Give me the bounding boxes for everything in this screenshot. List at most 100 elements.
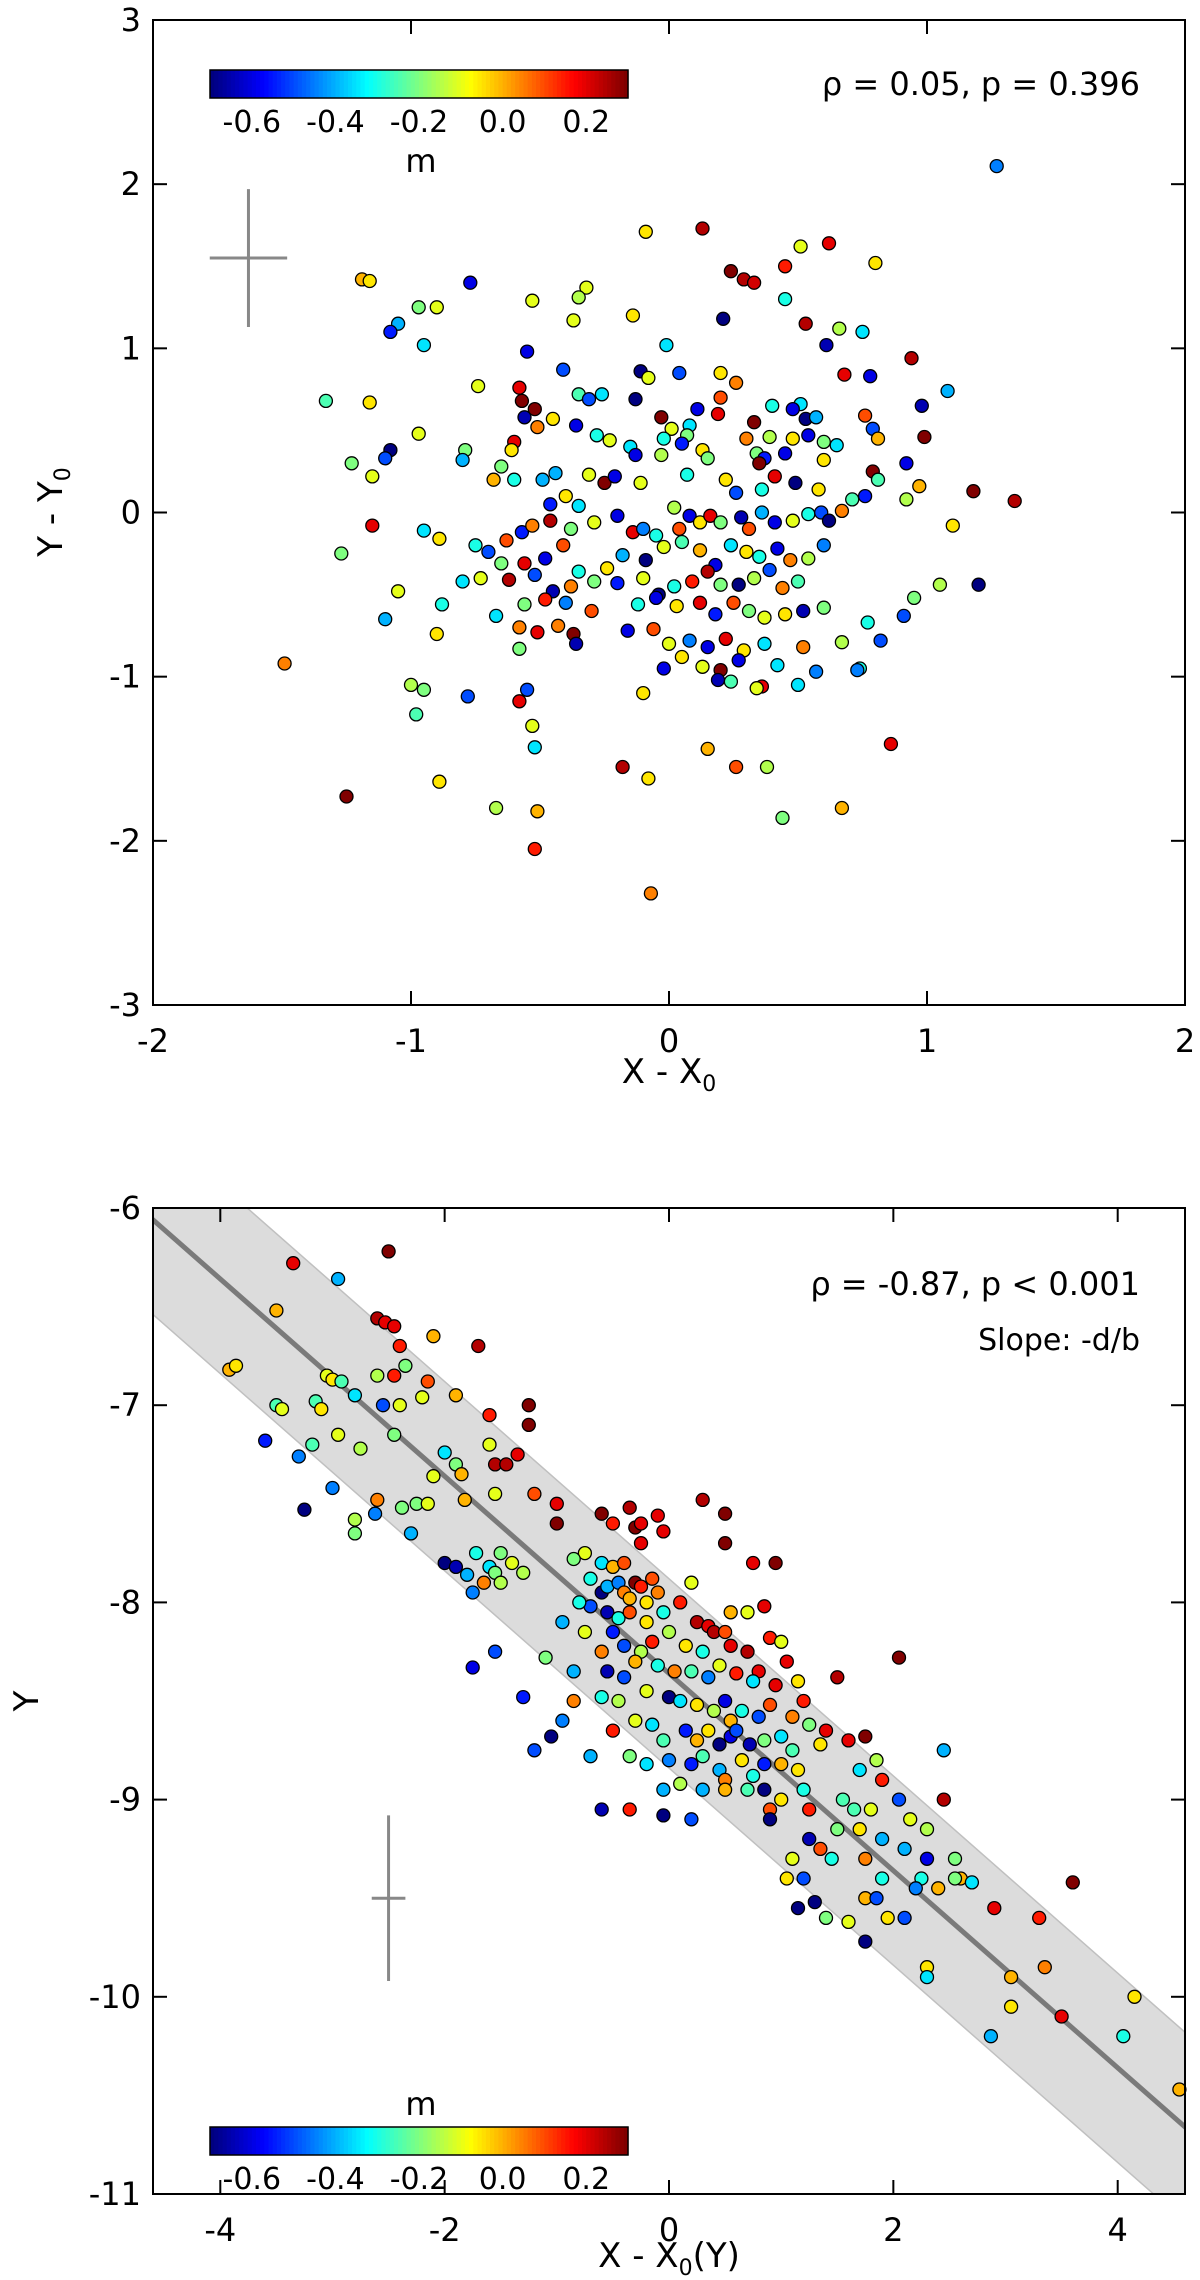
data-point (717, 1506, 733, 1521)
data-point (398, 1358, 413, 1373)
colorbar-segment (469, 70, 474, 98)
data-point (577, 1624, 593, 1640)
data-point (868, 255, 883, 271)
data-point (468, 1545, 484, 1561)
data-point (712, 1737, 727, 1752)
data-point (370, 1368, 385, 1383)
data-point (659, 337, 674, 353)
data-point (378, 612, 393, 627)
data-point (717, 1536, 733, 1551)
data-point (512, 380, 527, 395)
colorbar-tick-label: -0.4 (306, 105, 365, 140)
y-tick-label: 3 (121, 1, 141, 39)
colorbar-tick-label: -0.2 (390, 105, 449, 140)
colorbar-segment (398, 70, 403, 98)
colorbar-segment (594, 2127, 600, 2155)
colorbar-segment (243, 2127, 249, 2155)
data-point (695, 1644, 710, 1659)
data-point (521, 1398, 536, 1413)
colorbar-segment (222, 2127, 228, 2155)
data-point (470, 378, 486, 394)
data-point (448, 1559, 464, 1575)
data-point (768, 1555, 783, 1571)
data-point (796, 1871, 811, 1886)
data-point (605, 1723, 621, 1738)
colorbar-segment (343, 70, 349, 98)
colorbar-segment (239, 70, 245, 98)
data-point (378, 451, 393, 466)
data-point (615, 759, 630, 775)
colorbar-segment (477, 2127, 483, 2155)
data-point (555, 1713, 570, 1728)
data-point (527, 1743, 542, 1758)
data-point (258, 1433, 273, 1448)
data-point (857, 488, 873, 504)
colorbar-segment (498, 70, 504, 98)
data-point (731, 653, 746, 668)
data-point (656, 1524, 671, 1539)
data-point (650, 1508, 665, 1523)
colorbar-segment (343, 2127, 349, 2155)
data-point (543, 513, 558, 528)
data-point (757, 610, 772, 625)
colorbar-tick-label: 0.2 (562, 2162, 610, 2197)
data-point (841, 1914, 856, 1930)
colorbar-segment (352, 2127, 357, 2155)
data-point (717, 1693, 733, 1709)
data-point (594, 387, 610, 402)
data-point (802, 1717, 817, 1732)
data-point (545, 411, 561, 427)
data-points (277, 158, 1022, 901)
x-tick-label: 0 (659, 2211, 679, 2249)
x-tick-label: 0 (659, 1022, 679, 1060)
data-point (790, 1674, 806, 1689)
data-point (1127, 1989, 1142, 2004)
data-point (432, 774, 447, 789)
data-point (834, 800, 850, 816)
data-point (1037, 1960, 1052, 1975)
data-point (420, 1496, 435, 1511)
data-point (692, 595, 708, 610)
colorbar-segment (214, 2127, 219, 2155)
data-point (587, 574, 602, 589)
data-point (599, 561, 615, 576)
data-point (728, 759, 744, 775)
data-point (527, 740, 542, 755)
data-point (584, 603, 599, 619)
colorbar-segment (306, 70, 311, 98)
data-point (816, 600, 831, 615)
colorbar-segment (427, 70, 433, 98)
y-tick-label: -7 (109, 1386, 141, 1424)
colorbar-segment (310, 70, 316, 98)
data-point (807, 1894, 822, 1910)
colorbar-segment (607, 70, 612, 98)
colorbar-segment (364, 70, 370, 98)
y-tick-label: 0 (121, 494, 141, 532)
data-point (678, 1723, 693, 1738)
y-tick-label: 2 (121, 165, 141, 203)
data-point (538, 1650, 553, 1665)
data-point (594, 1644, 609, 1659)
y-tick-label: -1 (109, 658, 141, 696)
data-point (790, 1762, 806, 1778)
colorbar-segment (260, 70, 265, 98)
data-point (429, 626, 444, 642)
data-point (622, 1749, 637, 1764)
data-point (863, 1802, 879, 1817)
data-point (269, 1303, 284, 1318)
data-point (549, 1516, 564, 1531)
data-point (643, 886, 659, 901)
x-tick-label: 4 (1108, 2211, 1128, 2249)
colorbar-segment (235, 70, 240, 98)
data-point (519, 344, 535, 359)
data-point (548, 465, 563, 481)
data-point (802, 1831, 817, 1847)
data-point (837, 367, 852, 382)
data-point (873, 633, 888, 648)
data-point (777, 291, 793, 307)
data-point (695, 1749, 710, 1764)
colorbar-tick-label: -0.4 (306, 2162, 365, 2197)
colorbar-segment (389, 2127, 395, 2155)
data-point (746, 275, 762, 290)
data-point (931, 1881, 946, 1896)
